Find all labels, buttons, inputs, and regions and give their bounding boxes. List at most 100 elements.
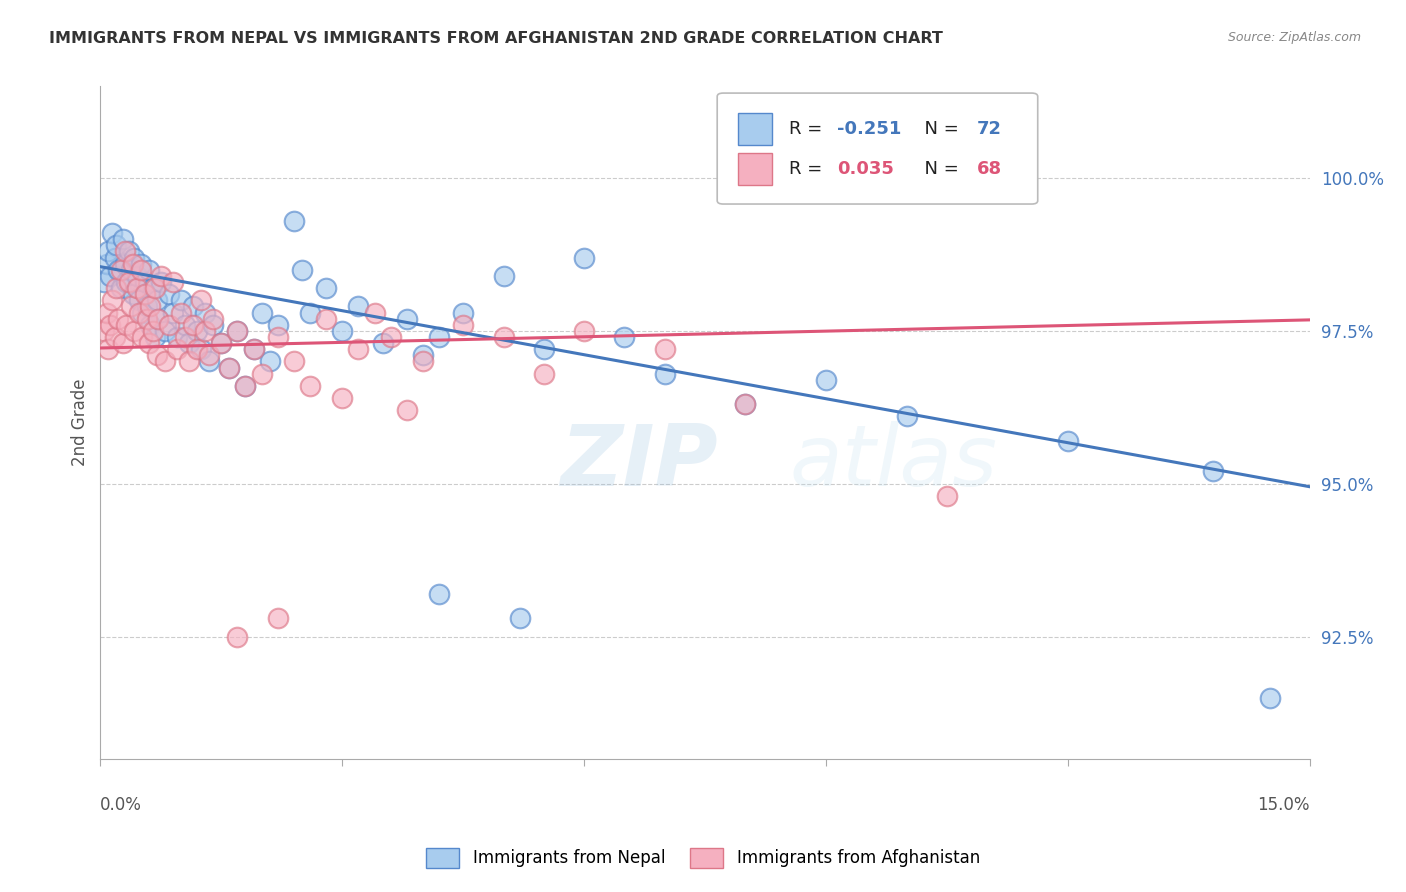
- Point: [104, 251, 127, 265]
- Point: [190, 293, 212, 308]
- Point: [194, 324, 217, 338]
- Point: [153, 354, 176, 368]
- Point: [242, 342, 264, 356]
- Text: atlas: atlas: [790, 421, 998, 504]
- Point: [134, 275, 156, 289]
- Point: [143, 281, 166, 295]
- Point: [181, 300, 204, 314]
- Point: [170, 293, 193, 308]
- Point: [492, 330, 515, 344]
- Point: [146, 348, 169, 362]
- Text: 0.0%: 0.0%: [100, 796, 142, 814]
- Point: [1202, 465, 1225, 479]
- Text: N =: N =: [912, 160, 965, 178]
- Point: [572, 251, 595, 265]
- Point: [129, 262, 152, 277]
- Point: [105, 238, 128, 252]
- Point: [380, 330, 402, 344]
- Point: [148, 311, 170, 326]
- Point: [104, 330, 127, 344]
- Text: 0.035: 0.035: [837, 160, 894, 178]
- Point: [259, 354, 281, 368]
- Point: [117, 275, 139, 289]
- Point: [139, 318, 162, 332]
- Point: [111, 232, 134, 246]
- Point: [363, 305, 385, 319]
- Point: [613, 330, 636, 344]
- Point: [209, 336, 232, 351]
- Point: [226, 630, 249, 644]
- Point: [533, 342, 555, 356]
- FancyBboxPatch shape: [738, 112, 772, 145]
- Point: [291, 262, 314, 277]
- Point: [202, 311, 225, 326]
- Point: [734, 397, 756, 411]
- Point: [194, 305, 217, 319]
- Point: [97, 244, 120, 259]
- Text: -0.251: -0.251: [837, 120, 901, 137]
- Point: [157, 318, 180, 332]
- Point: [97, 342, 120, 356]
- Point: [936, 489, 959, 503]
- Point: [451, 305, 474, 319]
- Point: [115, 275, 138, 289]
- Point: [451, 318, 474, 332]
- Point: [170, 305, 193, 319]
- Point: [242, 342, 264, 356]
- Point: [111, 336, 134, 351]
- Point: [139, 300, 162, 314]
- Point: [149, 275, 172, 289]
- Point: [509, 611, 531, 625]
- Point: [121, 287, 143, 301]
- Point: [157, 287, 180, 301]
- Point: [734, 397, 756, 411]
- Point: [142, 281, 165, 295]
- Point: [120, 262, 142, 277]
- Point: [101, 293, 124, 308]
- Point: [283, 214, 305, 228]
- Point: [149, 268, 172, 283]
- Point: [1057, 434, 1080, 448]
- Point: [107, 262, 129, 277]
- Point: [138, 336, 160, 351]
- Point: [218, 360, 240, 375]
- Point: [143, 330, 166, 344]
- Point: [93, 324, 115, 338]
- Point: [131, 305, 153, 319]
- Point: [315, 311, 337, 326]
- Point: [395, 311, 418, 326]
- Point: [142, 324, 165, 338]
- Point: [347, 300, 370, 314]
- Point: [114, 257, 136, 271]
- Point: [654, 367, 676, 381]
- Point: [330, 324, 353, 338]
- Point: [815, 373, 838, 387]
- Point: [427, 330, 450, 344]
- Point: [117, 244, 139, 259]
- Point: [250, 305, 273, 319]
- Point: [120, 300, 142, 314]
- Point: [572, 324, 595, 338]
- Point: [101, 226, 124, 240]
- Point: [330, 391, 353, 405]
- Point: [198, 354, 221, 368]
- Point: [128, 293, 150, 308]
- Point: [412, 348, 434, 362]
- Point: [371, 336, 394, 351]
- Point: [177, 336, 200, 351]
- Point: [267, 330, 290, 344]
- Text: ZIP: ZIP: [560, 421, 717, 504]
- Point: [492, 268, 515, 283]
- Point: [125, 268, 148, 283]
- FancyBboxPatch shape: [738, 153, 772, 186]
- Point: [298, 379, 321, 393]
- Point: [896, 409, 918, 424]
- Point: [134, 287, 156, 301]
- Text: Source: ZipAtlas.com: Source: ZipAtlas.com: [1227, 31, 1361, 45]
- Point: [138, 262, 160, 277]
- Point: [654, 342, 676, 356]
- FancyBboxPatch shape: [717, 93, 1038, 204]
- Point: [174, 318, 197, 332]
- Text: 15.0%: 15.0%: [1257, 796, 1310, 814]
- Point: [125, 281, 148, 295]
